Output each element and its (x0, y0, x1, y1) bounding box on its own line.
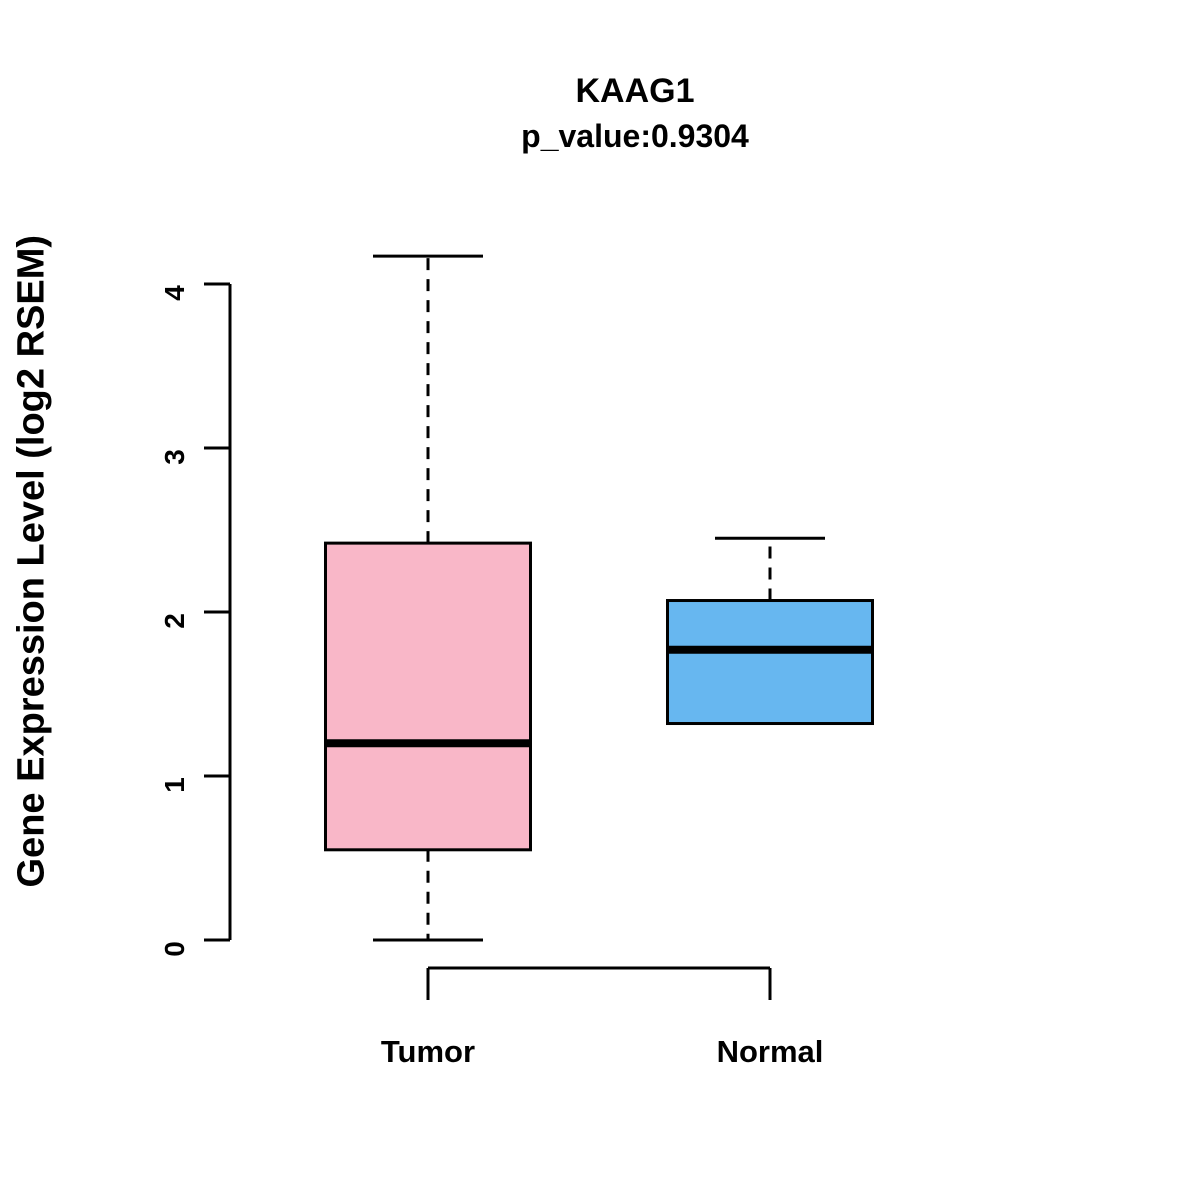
y-tick-label: 4 (159, 285, 190, 301)
group-label-tumor: Tumor (381, 1034, 475, 1069)
box-normal (666, 599, 874, 726)
y-tick-label: 0 (159, 941, 190, 957)
chart-subtitle: p_value:0.9304 (521, 118, 749, 154)
y-tick-label: 2 (159, 613, 190, 629)
y-tick-label: 1 (159, 777, 190, 793)
box-tumor (324, 541, 532, 852)
y-tick-label: 3 (159, 449, 190, 465)
chart-title: KAAG1 (575, 72, 695, 110)
group-label-normal: Normal (717, 1034, 824, 1069)
